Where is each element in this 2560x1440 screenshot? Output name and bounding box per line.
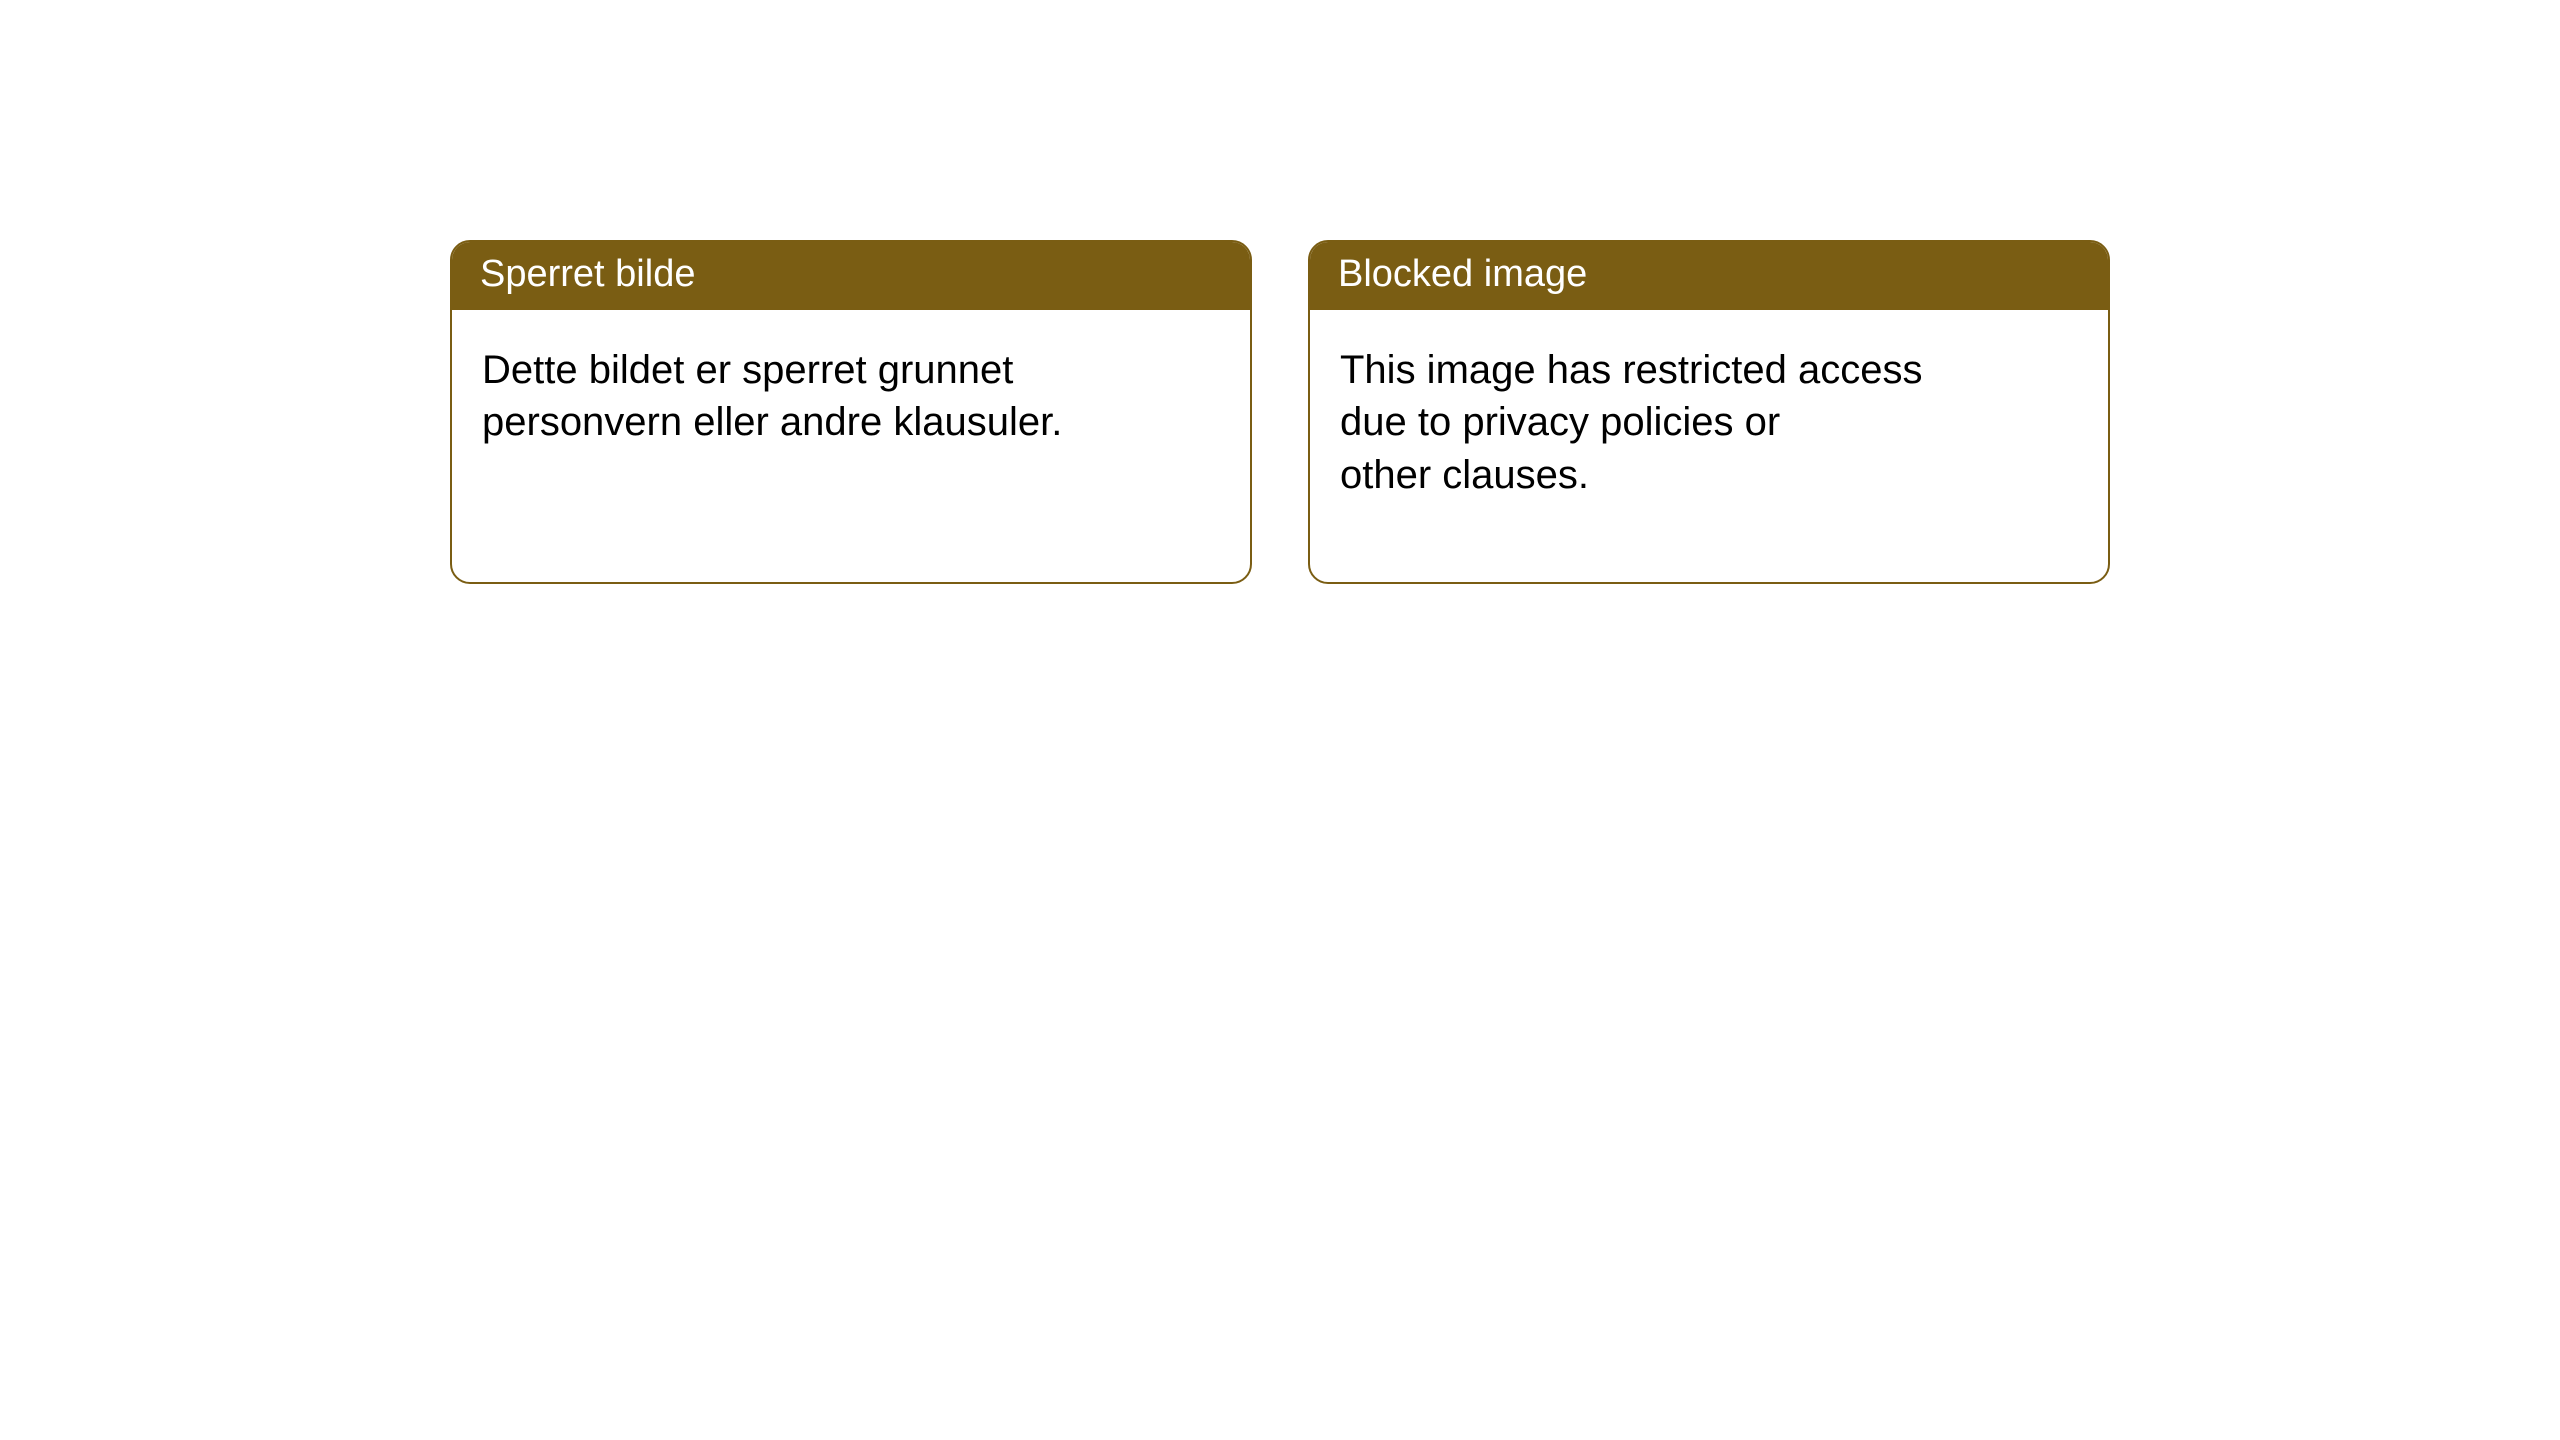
notice-container: Sperret bilde Dette bildet er sperret gr… — [450, 240, 2110, 584]
notice-title-en: Blocked image — [1310, 242, 2108, 310]
notice-body-en: This image has restricted access due to … — [1310, 310, 2010, 582]
notice-body-no: Dette bildet er sperret grunnet personve… — [452, 310, 1152, 530]
notice-panel-no: Sperret bilde Dette bildet er sperret gr… — [450, 240, 1252, 584]
notice-panel-en: Blocked image This image has restricted … — [1308, 240, 2110, 584]
notice-title-no: Sperret bilde — [452, 242, 1250, 310]
